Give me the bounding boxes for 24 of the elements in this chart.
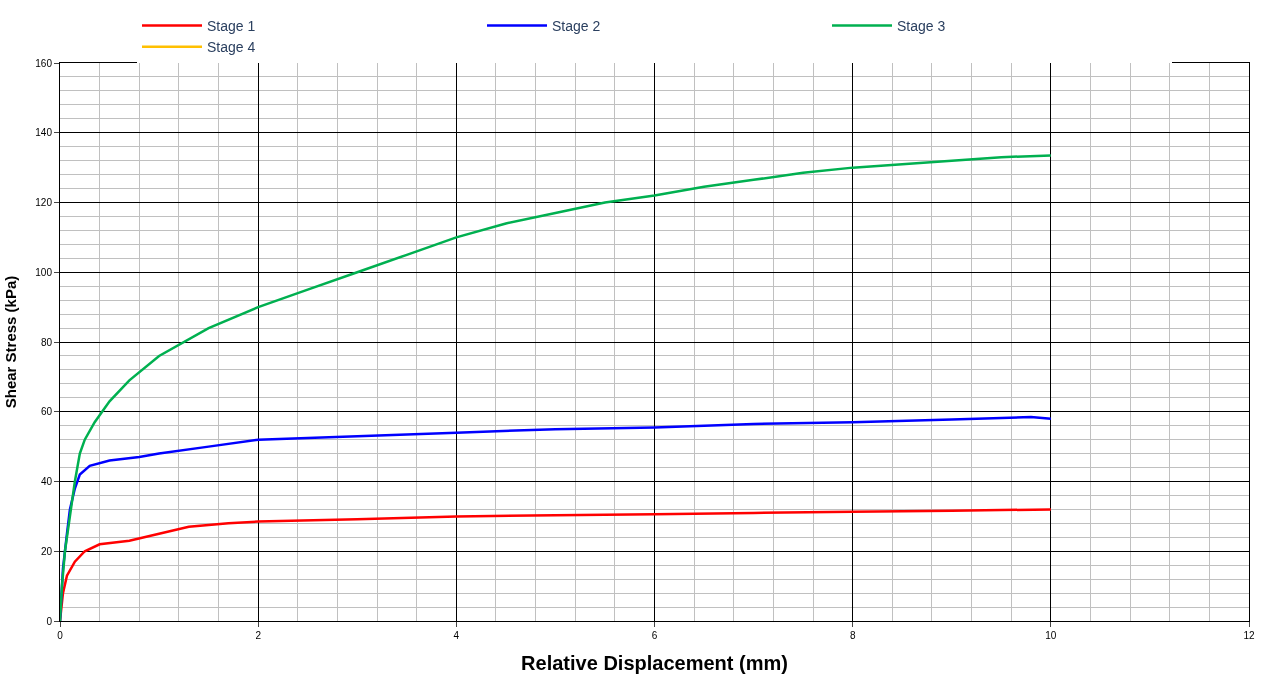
- x-axis-title: Relative Displacement (mm): [521, 651, 788, 674]
- y-tick-label: 140: [35, 127, 53, 139]
- legend-label: Stage 3: [897, 18, 946, 35]
- x-tick-label: 8: [849, 630, 856, 641]
- y-axis-title: Shear Stress (kPa): [1, 275, 19, 409]
- y-tick-label: 100: [35, 266, 53, 278]
- y-tick-label: 60: [40, 406, 53, 418]
- line-series: [60, 508, 1053, 621]
- y-tick-label: 160: [35, 57, 53, 69]
- legend-label: Stage 1: [207, 18, 256, 35]
- x-tick-label: 0: [57, 630, 64, 641]
- x-tick-label: 4: [453, 630, 460, 641]
- y-tick-label: 40: [40, 476, 53, 487]
- legend-label: Stage 2: [552, 18, 601, 35]
- x-tick-label: 10: [1045, 630, 1057, 641]
- x-tick-label: 6: [651, 630, 658, 641]
- line-series: [60, 154, 1053, 621]
- y-tick-label: 80: [40, 336, 53, 348]
- y-tick-label: 0: [46, 615, 53, 627]
- legend-label: Stage 4: [207, 39, 256, 56]
- x-tick-label: 12: [1243, 630, 1255, 641]
- y-tick-label: 120: [35, 197, 53, 208]
- x-tick-label: 2: [255, 630, 262, 641]
- y-tick-label: 20: [40, 545, 53, 557]
